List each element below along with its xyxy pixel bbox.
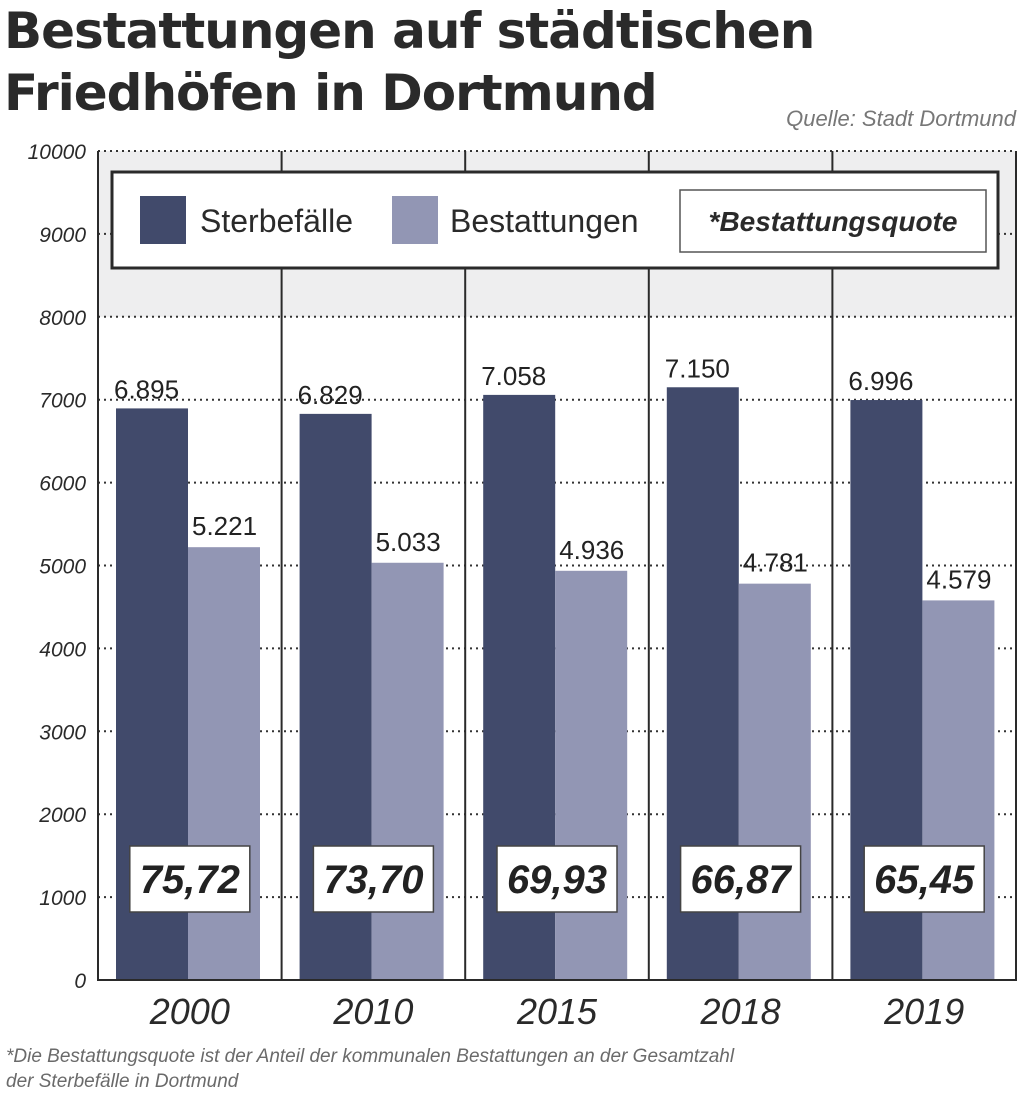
bar-bestattungen-2010 bbox=[371, 562, 444, 980]
quote-box-2010 bbox=[312, 845, 435, 913]
data-label-sterbefaelle-2019: 6.996 bbox=[848, 366, 913, 396]
bar-chart: 0 1000 2000 3000 4000 5000 6000 7000 8000 9000 100… bbox=[28, 141, 1017, 1032]
data-label-sterbefaelle-2000: 6.895 bbox=[114, 374, 179, 404]
bar-bestattungen-2019 bbox=[922, 600, 995, 980]
data-label-sterbefaelle-2018: 7.150 bbox=[665, 353, 730, 383]
footnote: *Die Bestattungsquote ist der Anteil der… bbox=[6, 1044, 1016, 1094]
quote-box-2019 bbox=[863, 845, 985, 913]
y-tick-label-5000: 5000 bbox=[39, 556, 86, 579]
legend-swatch-sterbefaelle bbox=[140, 196, 186, 244]
footnote-line-1: *Die Bestattungsquote ist der Anteil der… bbox=[6, 1046, 735, 1067]
legend-swatch-bestattungen bbox=[392, 196, 438, 244]
x-tick-label-2018: 2018 bbox=[700, 991, 781, 1032]
bar-bestattungen-2000 bbox=[188, 547, 260, 980]
chart-title-line-2: Friedhöfen in Dortmund bbox=[4, 64, 658, 122]
y-tick-label-10000: 10000 bbox=[28, 141, 87, 164]
quote-value-2019: 65,45 bbox=[874, 858, 975, 902]
data-label-bestattungen-2018: 4.781 bbox=[743, 548, 808, 578]
y-tick-label-6000: 6000 bbox=[39, 473, 86, 496]
quote-value-2010: 73,70 bbox=[323, 858, 423, 902]
data-label-sterbefaelle-2015: 7.058 bbox=[481, 361, 546, 391]
data-label-bestattungen-2015: 4.936 bbox=[559, 535, 624, 565]
legend-label-sterbefaelle: Sterbefälle bbox=[200, 203, 353, 239]
y-tick-label-8000: 8000 bbox=[39, 307, 86, 330]
legend-label-quote: *Bestattungsquote bbox=[709, 206, 958, 237]
chart-title-line-1: Bestattungen auf städtischen bbox=[4, 2, 815, 60]
legend-label-bestattungen: Bestattungen bbox=[450, 203, 639, 239]
x-tick-label-2010: 2010 bbox=[332, 991, 413, 1032]
quote-box-2015 bbox=[496, 845, 618, 913]
chart-title: Bestattungen auf städtischen Friedhöfen … bbox=[4, 0, 815, 124]
x-tick-label-2015: 2015 bbox=[516, 991, 598, 1032]
bar-bestattungen-2018 bbox=[738, 583, 811, 980]
footnote-line-2: der Sterbefälle in Dortmund bbox=[6, 1071, 239, 1092]
quote-value-2015: 69,93 bbox=[507, 858, 607, 902]
legend-quote-box bbox=[679, 189, 987, 253]
x-tick-label-2019: 2019 bbox=[883, 991, 964, 1032]
x-tick-label-2000: 2000 bbox=[149, 991, 230, 1032]
plot-frame bbox=[97, 151, 1017, 981]
data-label-bestattungen-2019: 4.579 bbox=[926, 564, 991, 594]
quote-box-2000 bbox=[129, 845, 251, 913]
y-tick-label-4000: 4000 bbox=[39, 638, 86, 661]
y-tick-label-3000: 3000 bbox=[39, 721, 86, 744]
data-label-bestattungen-2000: 5.221 bbox=[192, 511, 257, 541]
source-note: Quelle: Stadt Dortmund bbox=[786, 106, 1016, 131]
bar-bestattungen-2015 bbox=[555, 570, 628, 980]
y-tick-label-1000: 1000 bbox=[39, 887, 86, 910]
y-tick-label-2000: 2000 bbox=[38, 804, 86, 827]
data-label-bestattungen-2010: 5.033 bbox=[376, 527, 441, 557]
quote-value-2018: 66,87 bbox=[691, 858, 793, 902]
y-tick-label-9000: 9000 bbox=[39, 224, 86, 247]
quote-value-2000: 75,72 bbox=[140, 858, 240, 902]
y-tick-label-0: 0 bbox=[74, 970, 86, 993]
y-tick-label-7000: 7000 bbox=[39, 390, 86, 413]
data-label-sterbefaelle-2010: 6.829 bbox=[298, 380, 363, 410]
quote-box-2018 bbox=[679, 845, 802, 913]
